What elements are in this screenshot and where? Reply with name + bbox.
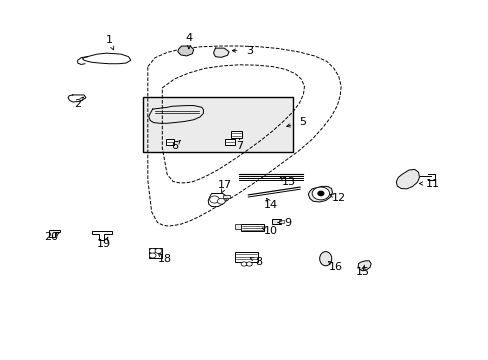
Text: 4: 4 bbox=[185, 33, 192, 43]
Bar bbox=[142, 97, 292, 152]
Polygon shape bbox=[271, 219, 280, 224]
Polygon shape bbox=[49, 230, 60, 237]
Polygon shape bbox=[166, 139, 174, 145]
Text: 2: 2 bbox=[74, 99, 81, 109]
Circle shape bbox=[317, 192, 323, 195]
Text: 15: 15 bbox=[355, 267, 369, 277]
Polygon shape bbox=[92, 231, 111, 239]
Text: 18: 18 bbox=[157, 254, 171, 264]
Polygon shape bbox=[224, 139, 234, 145]
Polygon shape bbox=[357, 261, 370, 271]
Text: 10: 10 bbox=[264, 226, 278, 237]
Text: 6: 6 bbox=[170, 141, 178, 151]
Text: 5: 5 bbox=[298, 117, 305, 126]
Polygon shape bbox=[234, 224, 240, 229]
Polygon shape bbox=[208, 193, 225, 207]
Polygon shape bbox=[240, 224, 264, 231]
Text: 17: 17 bbox=[218, 180, 232, 190]
Circle shape bbox=[217, 198, 224, 204]
Polygon shape bbox=[178, 46, 193, 56]
Circle shape bbox=[311, 187, 329, 200]
Circle shape bbox=[149, 248, 156, 253]
Polygon shape bbox=[234, 252, 258, 261]
Circle shape bbox=[241, 262, 246, 266]
Text: 8: 8 bbox=[255, 257, 262, 267]
Text: 7: 7 bbox=[236, 141, 243, 151]
Polygon shape bbox=[279, 220, 284, 222]
Text: 12: 12 bbox=[331, 193, 345, 203]
Text: 19: 19 bbox=[97, 239, 111, 249]
Polygon shape bbox=[148, 248, 162, 258]
Polygon shape bbox=[242, 261, 251, 265]
Polygon shape bbox=[230, 131, 242, 138]
Circle shape bbox=[246, 262, 252, 266]
Text: 13: 13 bbox=[282, 177, 295, 187]
Text: 3: 3 bbox=[245, 46, 252, 56]
Polygon shape bbox=[308, 186, 332, 202]
Text: 1: 1 bbox=[105, 35, 112, 45]
Text: 16: 16 bbox=[328, 262, 342, 272]
Polygon shape bbox=[213, 48, 228, 57]
Circle shape bbox=[149, 253, 156, 258]
Polygon shape bbox=[395, 169, 419, 189]
Circle shape bbox=[155, 248, 162, 253]
Ellipse shape bbox=[319, 252, 331, 266]
Polygon shape bbox=[223, 195, 229, 198]
Text: 20: 20 bbox=[44, 232, 58, 242]
Text: 14: 14 bbox=[264, 200, 278, 210]
Text: 9: 9 bbox=[284, 217, 291, 228]
Text: 11: 11 bbox=[425, 179, 439, 189]
Circle shape bbox=[209, 196, 219, 203]
